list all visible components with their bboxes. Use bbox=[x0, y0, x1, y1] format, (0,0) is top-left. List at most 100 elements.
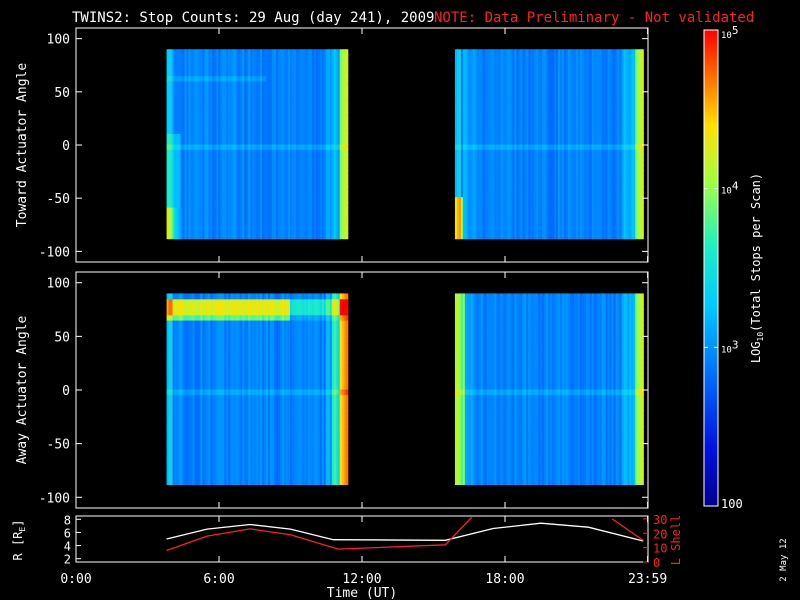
heatmap-cell bbox=[234, 149, 237, 156]
heatmap-cell bbox=[301, 101, 305, 108]
heatmap-cell bbox=[309, 59, 313, 66]
heatmap-cell bbox=[278, 96, 281, 103]
heatmap-cell bbox=[305, 80, 309, 87]
heatmap-cell bbox=[174, 228, 178, 234]
heatmap-cell bbox=[222, 196, 225, 203]
heatmap-cell bbox=[186, 170, 190, 177]
heatmap-cell bbox=[254, 228, 257, 234]
heatmap-cell bbox=[222, 207, 225, 213]
heatmap-cell bbox=[174, 233, 178, 240]
heatmap-cell bbox=[174, 170, 178, 177]
heatmap-cell bbox=[295, 96, 299, 103]
heatmap-cell bbox=[174, 128, 178, 135]
heatmap-cell bbox=[315, 217, 319, 224]
heatmap-cell bbox=[222, 101, 225, 108]
heatmap-cell bbox=[248, 212, 251, 219]
heatmap-cell bbox=[240, 143, 243, 150]
heatmap-cell bbox=[178, 49, 182, 56]
heatmap-cell bbox=[202, 143, 205, 150]
heatmap-cell bbox=[262, 133, 265, 140]
heatmap-cell bbox=[204, 233, 207, 240]
heatmap-cell bbox=[190, 86, 194, 92]
heatmap-cell bbox=[282, 159, 285, 166]
heatmap-cell bbox=[230, 191, 233, 198]
heatmap-cell bbox=[291, 164, 295, 171]
heatmap-cell bbox=[299, 143, 303, 150]
heatmap-cell bbox=[272, 201, 275, 208]
heatmap-cell bbox=[264, 70, 267, 77]
heatmap-cell bbox=[174, 117, 178, 124]
heatmap-cell bbox=[202, 65, 205, 71]
heatmap-cell bbox=[190, 186, 194, 192]
heatmap-cell bbox=[168, 86, 172, 92]
heatmap-cell bbox=[286, 154, 289, 161]
heatmap-cell bbox=[194, 133, 198, 140]
heatmap-cell bbox=[345, 207, 349, 213]
heatmap-cell bbox=[305, 128, 309, 135]
heatmap-cell bbox=[256, 170, 259, 177]
heatmap-cell bbox=[276, 75, 279, 82]
heatmap-cell bbox=[280, 207, 283, 213]
heatmap-cell bbox=[303, 138, 307, 145]
heatmap-cell bbox=[240, 191, 243, 198]
heatmap-cell bbox=[315, 164, 319, 171]
heatmap-cell bbox=[212, 228, 215, 234]
heatmap-cell bbox=[184, 149, 188, 156]
heatmap-cell bbox=[216, 186, 219, 192]
heatmap-cell bbox=[252, 122, 255, 129]
heatmap-cell bbox=[252, 65, 255, 71]
heatmap-cell bbox=[307, 159, 311, 166]
heatmap-cell bbox=[214, 222, 217, 229]
heatmap-cell bbox=[244, 128, 247, 135]
heatmap-cell bbox=[287, 112, 291, 119]
heatmap-cell bbox=[262, 65, 265, 71]
heatmap-cell bbox=[276, 80, 279, 87]
heatmap-cell bbox=[166, 75, 170, 82]
heatmap-cell bbox=[307, 49, 311, 56]
heatmap-cell bbox=[184, 101, 188, 108]
heatmap-cell bbox=[198, 154, 201, 161]
heatmap-cell bbox=[309, 154, 313, 161]
heatmap-cell bbox=[240, 170, 243, 177]
heatmap-cell bbox=[295, 143, 299, 150]
heatmap-cell bbox=[307, 86, 311, 92]
heatmap-cell bbox=[301, 159, 305, 166]
heatmap-cell bbox=[270, 117, 273, 124]
heatmap-cell bbox=[166, 180, 170, 187]
heatmap-cell bbox=[234, 59, 237, 66]
heatmap-cell bbox=[252, 128, 255, 135]
heatmap-cell bbox=[295, 107, 299, 113]
heatmap-cell bbox=[174, 186, 178, 192]
heatmap-cell bbox=[188, 112, 192, 119]
heatmap-cell bbox=[220, 191, 223, 198]
heatmap-cell bbox=[192, 122, 196, 129]
heatmap-cell bbox=[282, 217, 285, 224]
heatmap-cell bbox=[286, 70, 289, 77]
heatmap-cell bbox=[303, 201, 307, 208]
heatmap-cell bbox=[303, 128, 307, 135]
heatmap-cell bbox=[282, 138, 285, 145]
heatmap-cell bbox=[264, 222, 267, 229]
heatmap-cell bbox=[184, 233, 188, 240]
heatmap-cell bbox=[289, 107, 293, 113]
heatmap-cell bbox=[190, 59, 194, 66]
heatmap-cell bbox=[266, 70, 269, 77]
heatmap-cell bbox=[307, 80, 311, 87]
heatmap-cell bbox=[216, 180, 219, 187]
heatmap-cell bbox=[182, 222, 186, 229]
heatmap-cell bbox=[274, 143, 277, 150]
heatmap-cell bbox=[248, 75, 251, 82]
heatmap-cell bbox=[248, 128, 251, 135]
heatmap-cell bbox=[208, 80, 211, 87]
heatmap-cell bbox=[242, 180, 245, 187]
heatmap-cell bbox=[228, 86, 231, 92]
heatmap-cell bbox=[345, 59, 349, 66]
heatmap-cell bbox=[276, 222, 279, 229]
heatmap-cell bbox=[274, 122, 277, 129]
heatmap-cell bbox=[262, 159, 265, 166]
heatmap-cell bbox=[202, 59, 205, 66]
heatmap-cell bbox=[206, 159, 209, 166]
heatmap-cell bbox=[170, 65, 174, 71]
heatmap-cell bbox=[311, 217, 315, 224]
heatmap-cell bbox=[212, 59, 215, 66]
